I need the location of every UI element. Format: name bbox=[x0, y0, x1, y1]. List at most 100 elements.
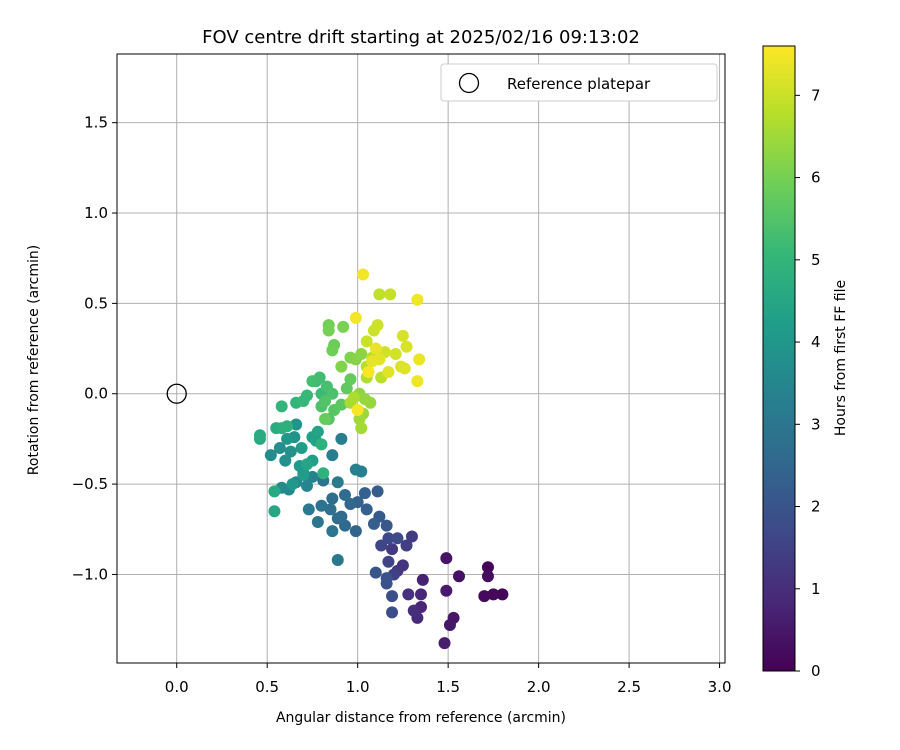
scatter-point bbox=[331, 553, 344, 566]
legend-label: Reference platepar bbox=[507, 75, 651, 93]
scatter-point bbox=[405, 530, 418, 543]
scatter-point bbox=[380, 519, 393, 532]
scatter-point bbox=[411, 293, 424, 306]
scatter-point bbox=[440, 584, 453, 597]
scatter-point bbox=[335, 398, 348, 411]
y-tick-label: 0.0 bbox=[84, 385, 108, 403]
scatter-point bbox=[380, 572, 393, 585]
y-tick-label: −1.0 bbox=[72, 565, 108, 583]
x-tick-label: 1.5 bbox=[436, 678, 460, 696]
scatter-point bbox=[281, 432, 294, 445]
scatter-point bbox=[440, 552, 453, 565]
scatter-point bbox=[407, 604, 420, 617]
scatter-point bbox=[366, 355, 379, 368]
legend: Reference platepar bbox=[440, 63, 718, 102]
x-tick-label: 1.0 bbox=[346, 678, 370, 696]
scatter-point bbox=[340, 382, 353, 395]
scatter-point bbox=[319, 413, 332, 426]
scatter-point bbox=[286, 478, 299, 491]
scatter-point bbox=[344, 373, 357, 386]
scatter-point bbox=[302, 503, 315, 516]
colorbar-tick-label: 7 bbox=[811, 86, 821, 104]
scatter-point bbox=[301, 458, 313, 471]
scatter-point bbox=[382, 532, 395, 545]
scatter-point bbox=[382, 555, 395, 568]
y-tick-label: 1.0 bbox=[84, 204, 108, 222]
scatter-point bbox=[326, 525, 339, 538]
x-axis-ticks: 0.0 0.5 1.0 1.5 2.0 2.5 3.0 bbox=[165, 663, 732, 696]
scatter-point bbox=[371, 485, 384, 498]
scatter-point bbox=[322, 324, 335, 337]
scatter-point bbox=[295, 441, 308, 454]
scatter-point bbox=[290, 418, 303, 431]
scatter-point bbox=[326, 492, 339, 505]
scatter-point bbox=[311, 516, 324, 529]
y-tick-label: 1.5 bbox=[84, 114, 108, 132]
scatter-point bbox=[371, 319, 384, 332]
scatter-point bbox=[415, 588, 427, 601]
scatter-point bbox=[273, 441, 286, 454]
scatter-point bbox=[335, 432, 348, 445]
scatter-point bbox=[400, 340, 413, 353]
scatter-point bbox=[319, 394, 332, 407]
scatter-point bbox=[453, 570, 465, 583]
scatter-point bbox=[281, 420, 294, 433]
colorbar-tick-label: 3 bbox=[811, 415, 821, 433]
scatter-point bbox=[349, 311, 362, 324]
scatter-point bbox=[369, 342, 382, 355]
scatter-point bbox=[400, 539, 413, 552]
x-tick-label: 3.0 bbox=[708, 678, 732, 696]
y-axis-label: Rotation from reference (arcmin) bbox=[26, 245, 42, 475]
colorbar-tick-label: 4 bbox=[811, 333, 821, 351]
colorbar-tick-label: 2 bbox=[811, 498, 821, 516]
scatter-point bbox=[360, 335, 373, 348]
scatter-point bbox=[317, 467, 330, 480]
scatter-point bbox=[358, 487, 371, 500]
scatter-point bbox=[355, 422, 368, 435]
x-tick-label: 2.5 bbox=[617, 678, 641, 696]
y-tick-label: −0.5 bbox=[72, 475, 108, 493]
scatter-point bbox=[337, 320, 350, 333]
colorbar-gradient bbox=[762, 45, 796, 672]
colorbar: 0 1 2 3 4 5 6 7 Hours from first FF file bbox=[762, 45, 849, 680]
scatter-point bbox=[268, 485, 281, 498]
scatter-point bbox=[355, 465, 368, 478]
scatter-point bbox=[306, 375, 319, 388]
scatter-point bbox=[396, 329, 409, 342]
scatter-point bbox=[284, 445, 297, 458]
scatter-point bbox=[391, 532, 404, 545]
scatter-point bbox=[389, 347, 402, 360]
scatter-point bbox=[402, 588, 415, 601]
scatter-point bbox=[315, 499, 328, 512]
scatter-point bbox=[367, 517, 380, 530]
scatter-point bbox=[373, 288, 386, 301]
colorbar-label: Hours from first FF file bbox=[833, 280, 849, 436]
scatter-point bbox=[355, 347, 368, 360]
legend-marker bbox=[458, 72, 480, 94]
scatter-point bbox=[306, 470, 319, 483]
scatter-point bbox=[386, 590, 399, 603]
scatter-point bbox=[268, 505, 281, 518]
colorbar-tick-label: 6 bbox=[811, 169, 821, 187]
scatter-point bbox=[253, 429, 266, 442]
scatter-point bbox=[301, 479, 313, 492]
scatter-point bbox=[362, 366, 375, 379]
colorbar-tick-label: 0 bbox=[811, 662, 821, 680]
scatter-point bbox=[443, 619, 456, 632]
x-axis-label: Angular distance from reference (arcmin) bbox=[276, 710, 566, 726]
scatter-point bbox=[416, 573, 429, 586]
scatter-point bbox=[297, 469, 310, 482]
scatter-point bbox=[335, 360, 348, 373]
colorbar-tick-label: 5 bbox=[811, 251, 821, 269]
scatter-point bbox=[357, 268, 370, 281]
scatter-point bbox=[481, 570, 494, 583]
scatter-point bbox=[478, 590, 491, 603]
scatter-point bbox=[331, 476, 344, 489]
scatter-point bbox=[331, 512, 344, 525]
scatter-point bbox=[481, 561, 494, 574]
x-tick-label: 2.0 bbox=[527, 678, 551, 696]
scatter-point bbox=[487, 588, 500, 601]
scatter-point bbox=[411, 375, 424, 388]
x-tick-label: 0.0 bbox=[165, 678, 189, 696]
